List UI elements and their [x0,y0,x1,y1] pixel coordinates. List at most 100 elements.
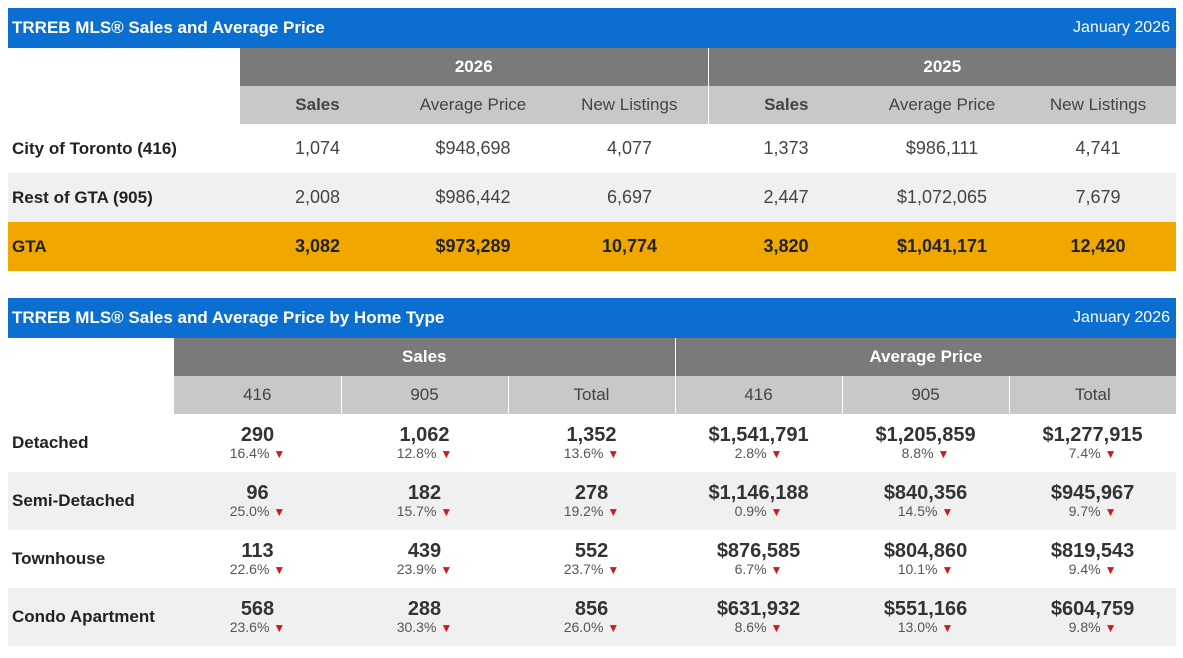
change-percent: 23.9% [396,561,437,578]
table-cell: $840,356 14.5% ▼ [842,472,1010,530]
down-arrow-icon: ▼ [273,447,286,462]
change-percent: 13.0% [897,619,938,636]
cell-change: 0.9% ▼ [675,504,842,519]
home-type-panel: TRREB MLS® Sales and Average Price by Ho… [8,298,1177,646]
down-arrow-icon: ▼ [1104,505,1117,520]
cell-change: 9.8% ▼ [1009,620,1176,635]
table-row: Rest of GTA (905) 2,008 $986,442 6,697 2… [8,173,1177,222]
table-cell: 7,679 [1020,173,1177,222]
cell-value: 568 [240,598,275,621]
table-cell: 552 23.7% ▼ [508,530,676,588]
header-blank-cell [8,48,240,124]
table-cell: $1,072,065 [864,173,1021,222]
down-arrow-icon: ▼ [941,563,954,578]
home-type-date: January 2026 [1073,309,1170,326]
table-cell: $804,860 10.1% ▼ [842,530,1010,588]
cell-value: $1,205,859 [875,424,976,447]
table-cell: 1,373 [708,124,865,173]
down-arrow-icon: ▼ [1104,563,1117,578]
down-arrow-icon: ▼ [440,447,453,462]
sales-summary-table: 2026 2025 Sales Average Price New Listin… [8,48,1177,271]
cell-change: 30.3% ▼ [341,620,508,635]
cell-value: $804,860 [883,540,968,563]
home-type-table: Sales Average Price 416 905 Total 416 90… [8,338,1177,646]
sales-summary-title: TRREB MLS® Sales and Average Price [12,18,325,37]
table-cell: $551,166 13.0% ▼ [842,588,1010,646]
down-arrow-icon: ▼ [273,563,286,578]
table-cell: 1,074 [240,124,395,173]
down-arrow-icon: ▼ [770,621,783,636]
table-cell: $819,543 9.4% ▼ [1009,530,1177,588]
cell-change: 25.0% ▼ [174,504,341,519]
down-arrow-icon: ▼ [607,505,620,520]
table-cell: $631,932 8.6% ▼ [675,588,843,646]
group-header-sales: Sales [174,338,676,376]
change-percent: 8.6% [734,619,767,636]
down-arrow-icon: ▼ [440,563,453,578]
column-header: 416 [674,376,843,414]
down-arrow-icon: ▼ [607,563,620,578]
table-row: Detached 290 16.4% ▼ 1,062 12.8% ▼ 1,352 13.6% ▼ $… [8,414,1177,472]
cell-change: 10.1% ▼ [842,562,1009,577]
column-header: 905 [340,376,508,414]
down-arrow-icon: ▼ [1104,447,1117,462]
group-header-average-price: Average Price [674,338,1177,376]
cell-change: 12.8% ▼ [341,446,508,461]
row-label: City of Toronto (416) [8,124,240,173]
down-arrow-icon: ▼ [273,505,286,520]
cell-value: $819,543 [1050,540,1135,563]
table-cell: $876,585 6.7% ▼ [675,530,843,588]
table-cell: 1,352 13.6% ▼ [508,414,676,472]
table-cell: $604,759 9.8% ▼ [1009,588,1177,646]
column-header: Total [1008,376,1177,414]
row-label: Rest of GTA (905) [8,173,240,222]
cell-change: 7.4% ▼ [1009,446,1176,461]
cell-change: 15.7% ▼ [341,504,508,519]
column-header: Average Price [395,86,551,124]
change-percent: 12.8% [396,445,437,462]
table-cell: 6,697 [551,173,709,222]
table-row: Townhouse 113 22.6% ▼ 439 23.9% ▼ 552 23.7% ▼ $876… [8,530,1177,588]
cell-value: $840,356 [883,482,968,505]
table-cell: 1,062 12.8% ▼ [341,414,508,472]
cell-value: 1,352 [566,424,617,447]
cell-change: 23.9% ▼ [341,562,508,577]
row-label: GTA [8,222,240,271]
table-cell: 290 16.4% ▼ [174,414,341,472]
cell-value: 278 [574,482,609,505]
table-cell: 856 26.0% ▼ [508,588,676,646]
column-header: New Listings [1020,86,1177,124]
table-cell: 288 30.3% ▼ [341,588,508,646]
column-header: 905 [841,376,1010,414]
change-percent: 26.0% [563,619,604,636]
table-cell: 4,741 [1020,124,1177,173]
column-header: New Listings [551,86,709,124]
cell-change: 14.5% ▼ [842,504,1009,519]
cell-change: 16.4% ▼ [174,446,341,461]
down-arrow-icon: ▼ [607,447,620,462]
change-percent: 25.0% [229,503,270,520]
cell-change: 8.6% ▼ [675,620,842,635]
home-type-title-bar: TRREB MLS® Sales and Average Price by Ho… [8,298,1176,338]
column-header: Sales [707,86,865,124]
cell-change: 23.6% ▼ [174,620,341,635]
down-arrow-icon: ▼ [941,505,954,520]
change-percent: 6.7% [734,561,767,578]
table-cell: 2,447 [708,173,865,222]
table-cell: $986,442 [395,173,551,222]
header-blank-cell [8,338,174,414]
down-arrow-icon: ▼ [770,447,783,462]
down-arrow-icon: ▼ [440,505,453,520]
change-percent: 7.4% [1068,445,1101,462]
row-label: Townhouse [8,530,174,588]
cell-change: 22.6% ▼ [174,562,341,577]
cell-change: 23.7% ▼ [508,562,675,577]
sales-summary-title-bar: TRREB MLS® Sales and Average Price Janua… [8,8,1176,48]
cell-change: 13.0% ▼ [842,620,1009,635]
table-cell: 10,774 [551,222,709,271]
table-cell: $986,111 [864,124,1021,173]
table-cell: $1,041,171 [864,222,1021,271]
change-percent: 9.4% [1068,561,1101,578]
down-arrow-icon: ▼ [941,621,954,636]
home-type-title: TRREB MLS® Sales and Average Price by Ho… [12,308,445,327]
